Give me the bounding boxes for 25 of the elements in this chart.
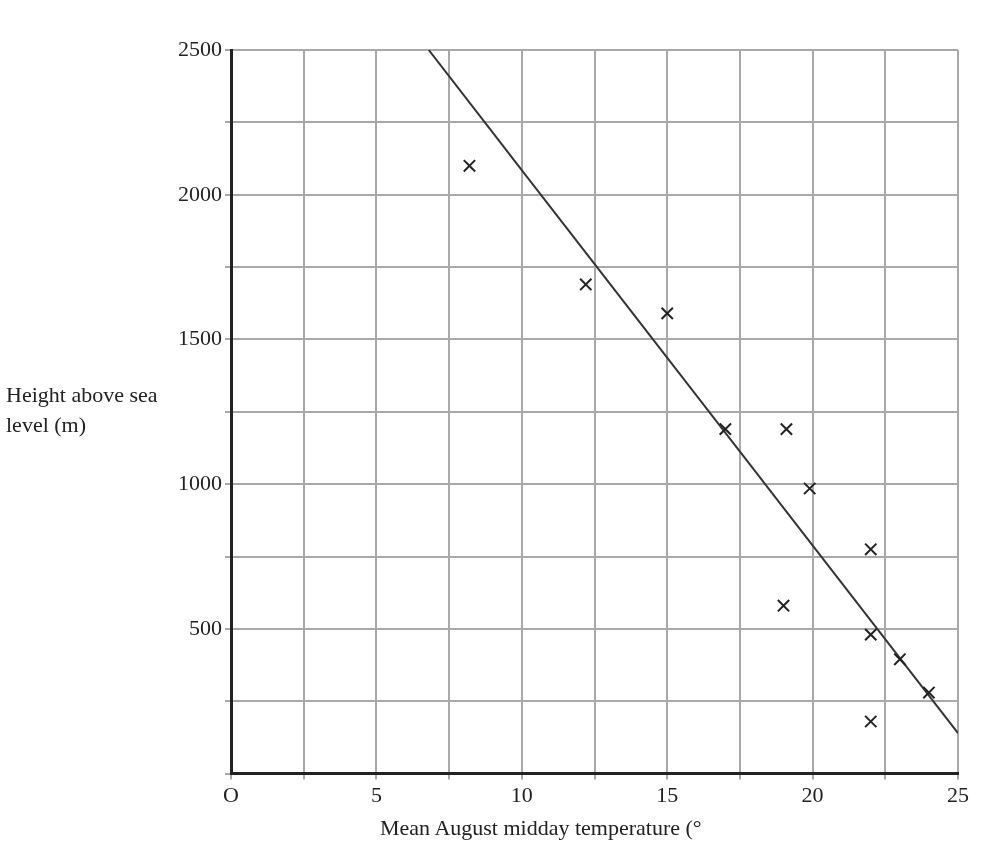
point [579,277,593,292]
y-tick-label: 1000 [178,469,222,495]
y-tick-label: 2000 [178,180,222,206]
point [462,159,477,173]
point [864,714,878,729]
x-tick-label: 10 [510,781,533,807]
point [922,685,936,700]
point [718,422,733,436]
y-tick-label: 1500 [178,325,222,351]
x-tick-label: 25 [947,781,969,807]
x-tick-label: 20 [801,781,824,807]
x-tick-label: 5 [370,781,382,807]
point [660,306,674,321]
x-tick-label: O [223,781,239,807]
point [864,628,878,642]
point [803,481,817,496]
y-tick-label: 500 [189,614,222,640]
point [779,422,794,436]
x-tick-label: 15 [656,781,679,807]
x-axis-title: Mean August midday temperature (° [380,815,702,841]
point [776,599,791,613]
point [893,652,907,666]
y-axis-title: Height above sea level (m) [6,381,159,439]
y-tick-label: 2500 [178,35,222,61]
point [864,542,878,556]
